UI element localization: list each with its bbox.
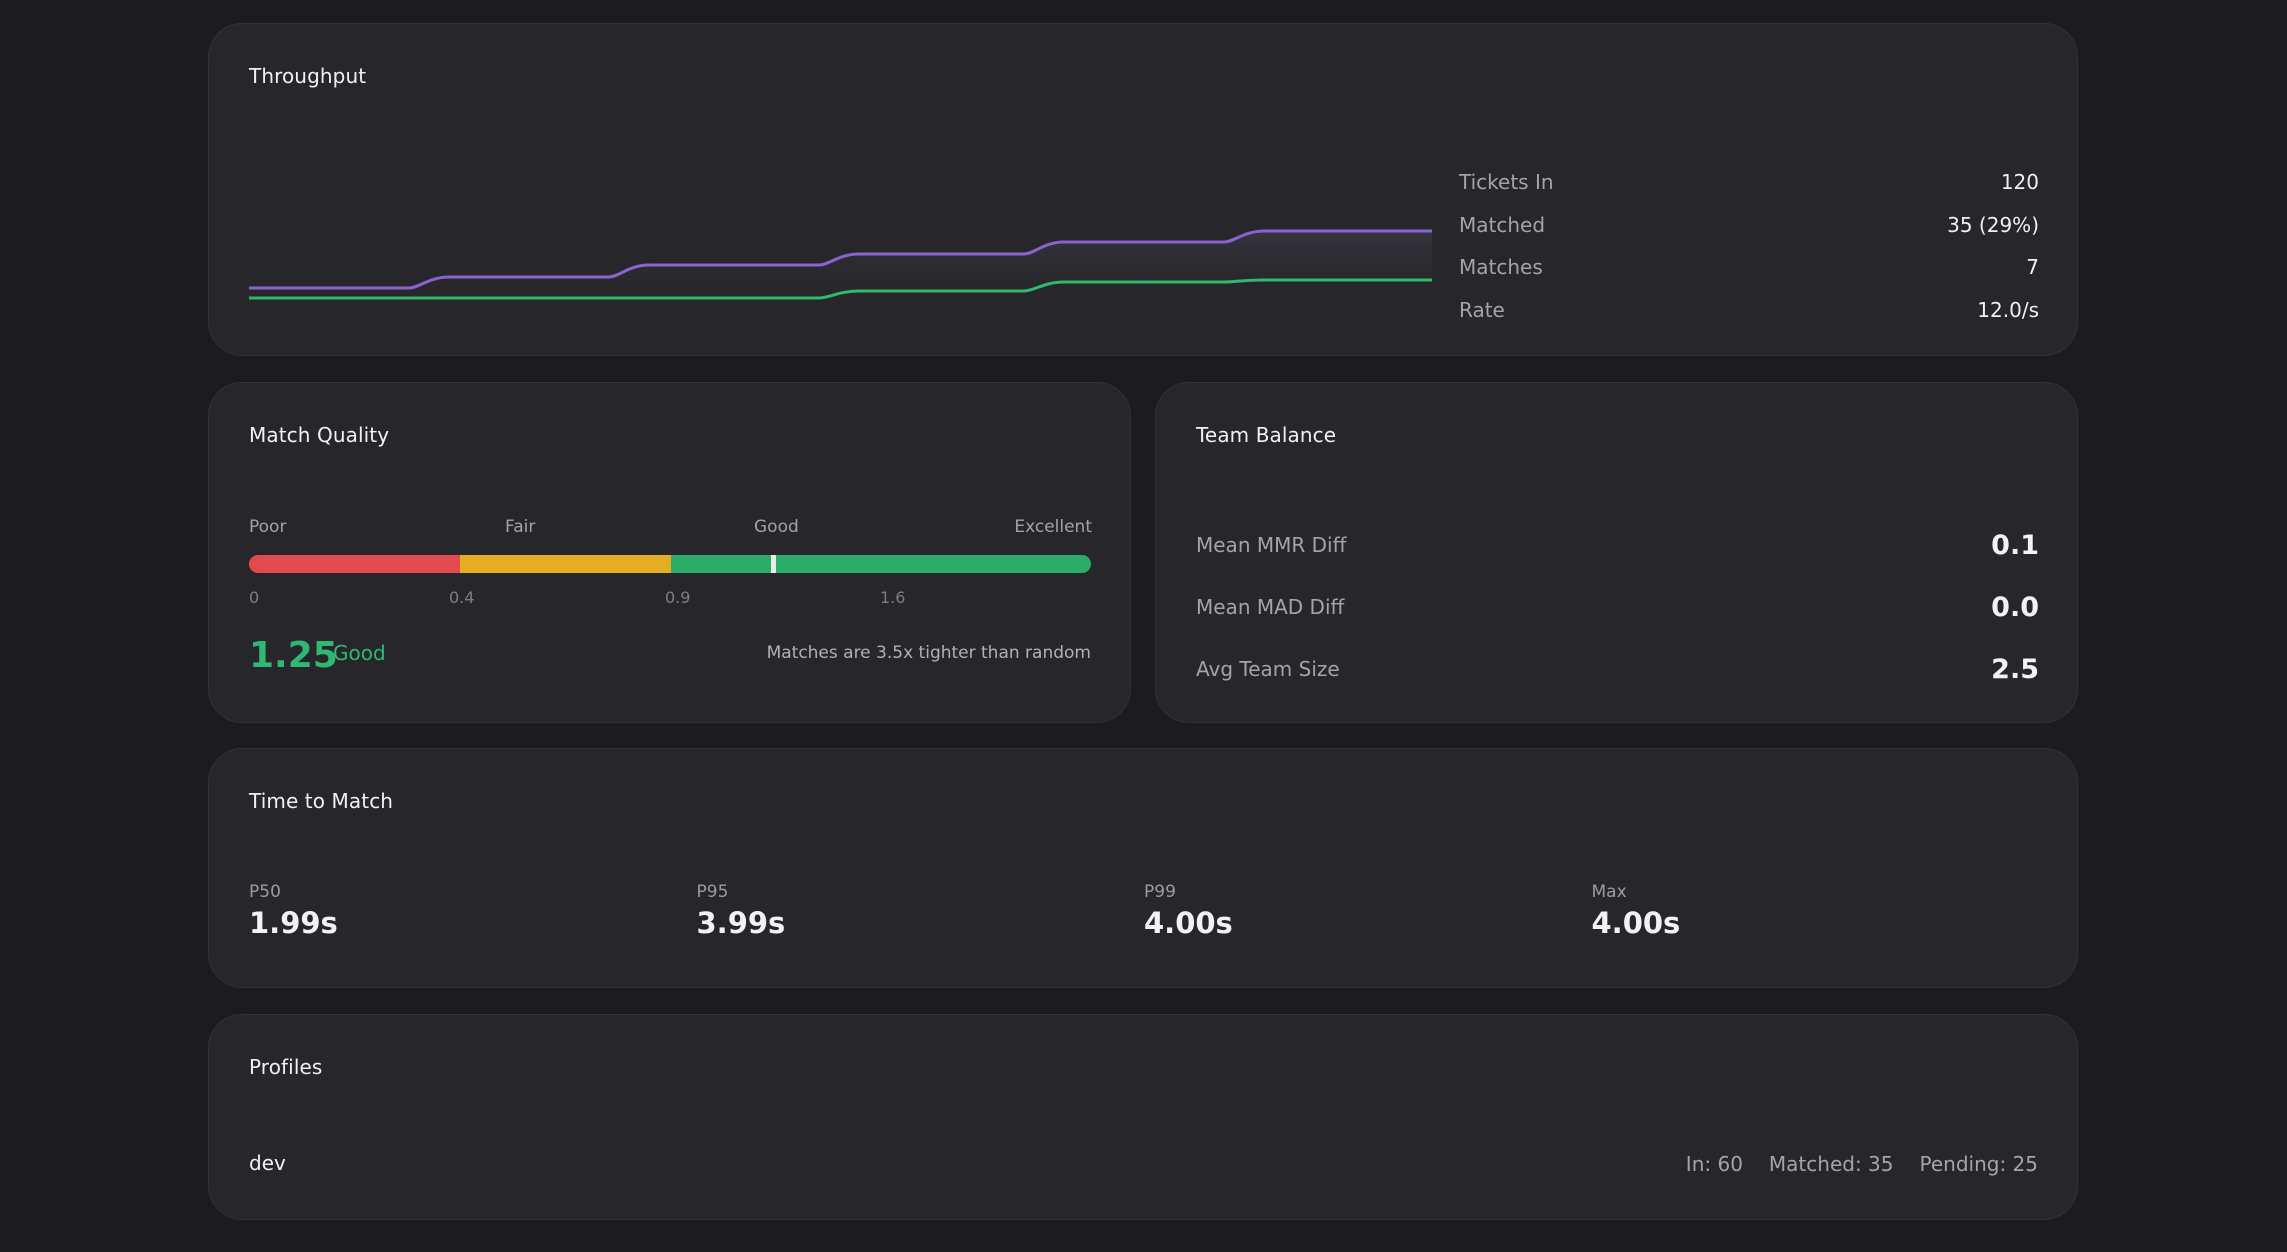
profile-in-count: In: 60 <box>1685 1152 1743 1176</box>
stat-row-rate: Rate 12.0/s <box>1459 289 2039 332</box>
profile-name: dev <box>249 1151 286 1175</box>
team-balance-rows: Mean MMR Diff 0.1 Mean MAD Diff 0.0 Avg … <box>1196 514 2039 700</box>
quality-bar-poor <box>249 555 460 573</box>
throughput-sparkline <box>249 229 1432 300</box>
match-quality-card: Match Quality Poor Fair Good Excellent 0… <box>208 382 1131 723</box>
metric-label: Mean MMR Diff <box>1196 533 1347 557</box>
percentile-p50: P50 1.99s <box>249 882 697 940</box>
metric-value: 0.1 <box>1991 529 2039 561</box>
percentile-label: P95 <box>696 882 729 902</box>
percentile-label: P99 <box>1144 882 1176 902</box>
time-to-match-title: Time to Match <box>249 789 394 813</box>
percentile-label: P50 <box>249 882 281 902</box>
stat-label: Matches <box>1459 255 1543 280</box>
quality-bar <box>249 555 1091 573</box>
throughput-card: Throughput Tickets In 120 Matched 35 (29… <box>208 23 2078 356</box>
stat-value: 7 <box>2026 255 2039 280</box>
metric-value: 0.0 <box>1991 591 2039 623</box>
profile-stats: In: 60 Matched: 35 Pending: 25 <box>1686 1152 2038 1176</box>
quality-note: Matches are 3.5x tighter than random <box>766 643 1091 663</box>
team-balance-row: Mean MMR Diff 0.1 <box>1196 514 2039 576</box>
percentile-value: 1.99s <box>249 906 338 940</box>
tick-label: 0.4 <box>449 588 475 607</box>
zone-label-good: Good <box>754 517 799 537</box>
stat-label: Rate <box>1459 297 1505 322</box>
stat-value: 35 (29%) <box>1947 212 2039 237</box>
throughput-area <box>249 231 1432 298</box>
team-balance-card: Team Balance Mean MMR Diff 0.1 Mean MAD … <box>1155 382 2078 723</box>
quality-rating: Good <box>333 641 386 665</box>
zone-label-fair: Fair <box>505 517 536 537</box>
percentile-value: 4.00s <box>1591 906 1681 940</box>
time-to-match-card: Time to Match P50 1.99s P95 3.99s P99 4.… <box>208 748 2078 988</box>
percentile-value: 4.00s <box>1144 906 1233 940</box>
tick-label: 1.6 <box>880 588 906 607</box>
team-balance-row: Mean MAD Diff 0.0 <box>1196 576 2039 638</box>
tick-label: 0.9 <box>665 588 691 607</box>
zone-label-poor: Poor <box>249 517 287 537</box>
stat-row-tickets-in: Tickets In 120 <box>1459 161 2039 204</box>
zone-label-excellent: Excellent <box>1014 517 1092 537</box>
profiles-title: Profiles <box>249 1055 323 1079</box>
tickets-in-line <box>249 229 1432 290</box>
throughput-title: Throughput <box>249 64 367 88</box>
stat-row-matched: Matched 35 (29%) <box>1459 204 2039 247</box>
quality-score: 1.25 <box>249 635 338 676</box>
team-balance-title: Team Balance <box>1196 423 1337 447</box>
stat-label: Matched <box>1459 212 1546 237</box>
stat-value: 120 <box>2000 170 2039 195</box>
stat-value: 12.0/s <box>1977 297 2039 322</box>
percentile-p99: P99 4.00s <box>1144 882 1592 940</box>
percentile-grid: P50 1.99s P95 3.99s P99 4.00s Max 4.00s <box>249 882 2039 940</box>
metric-label: Avg Team Size <box>1196 657 1340 681</box>
profile-matched-count: Matched: 35 <box>1768 1152 1894 1176</box>
metric-label: Mean MAD Diff <box>1196 595 1345 619</box>
match-quality-title: Match Quality <box>249 423 390 447</box>
percentile-p95: P95 3.99s <box>697 882 1145 940</box>
percentile-label: Max <box>1591 882 1627 902</box>
stat-row-matches: Matches 7 <box>1459 246 2039 289</box>
throughput-stats: Tickets In 120 Matched 35 (29%) Matches … <box>1459 161 2039 331</box>
tick-label: 0 <box>249 588 260 607</box>
percentile-max: Max 4.00s <box>1592 882 2040 940</box>
matched-line <box>249 278 1432 300</box>
quality-marker <box>771 555 776 573</box>
metric-value: 2.5 <box>1991 653 2039 685</box>
profiles-card: Profiles dev In: 60 Matched: 35 Pending:… <box>208 1014 2078 1220</box>
quality-bar-good <box>671 555 1091 573</box>
quality-bar-fair <box>460 555 671 573</box>
profile-pending-count: Pending: 25 <box>1919 1152 2039 1176</box>
stat-label: Tickets In <box>1459 170 1554 195</box>
percentile-value: 3.99s <box>696 906 786 940</box>
team-balance-row: Avg Team Size 2.5 <box>1196 638 2039 700</box>
